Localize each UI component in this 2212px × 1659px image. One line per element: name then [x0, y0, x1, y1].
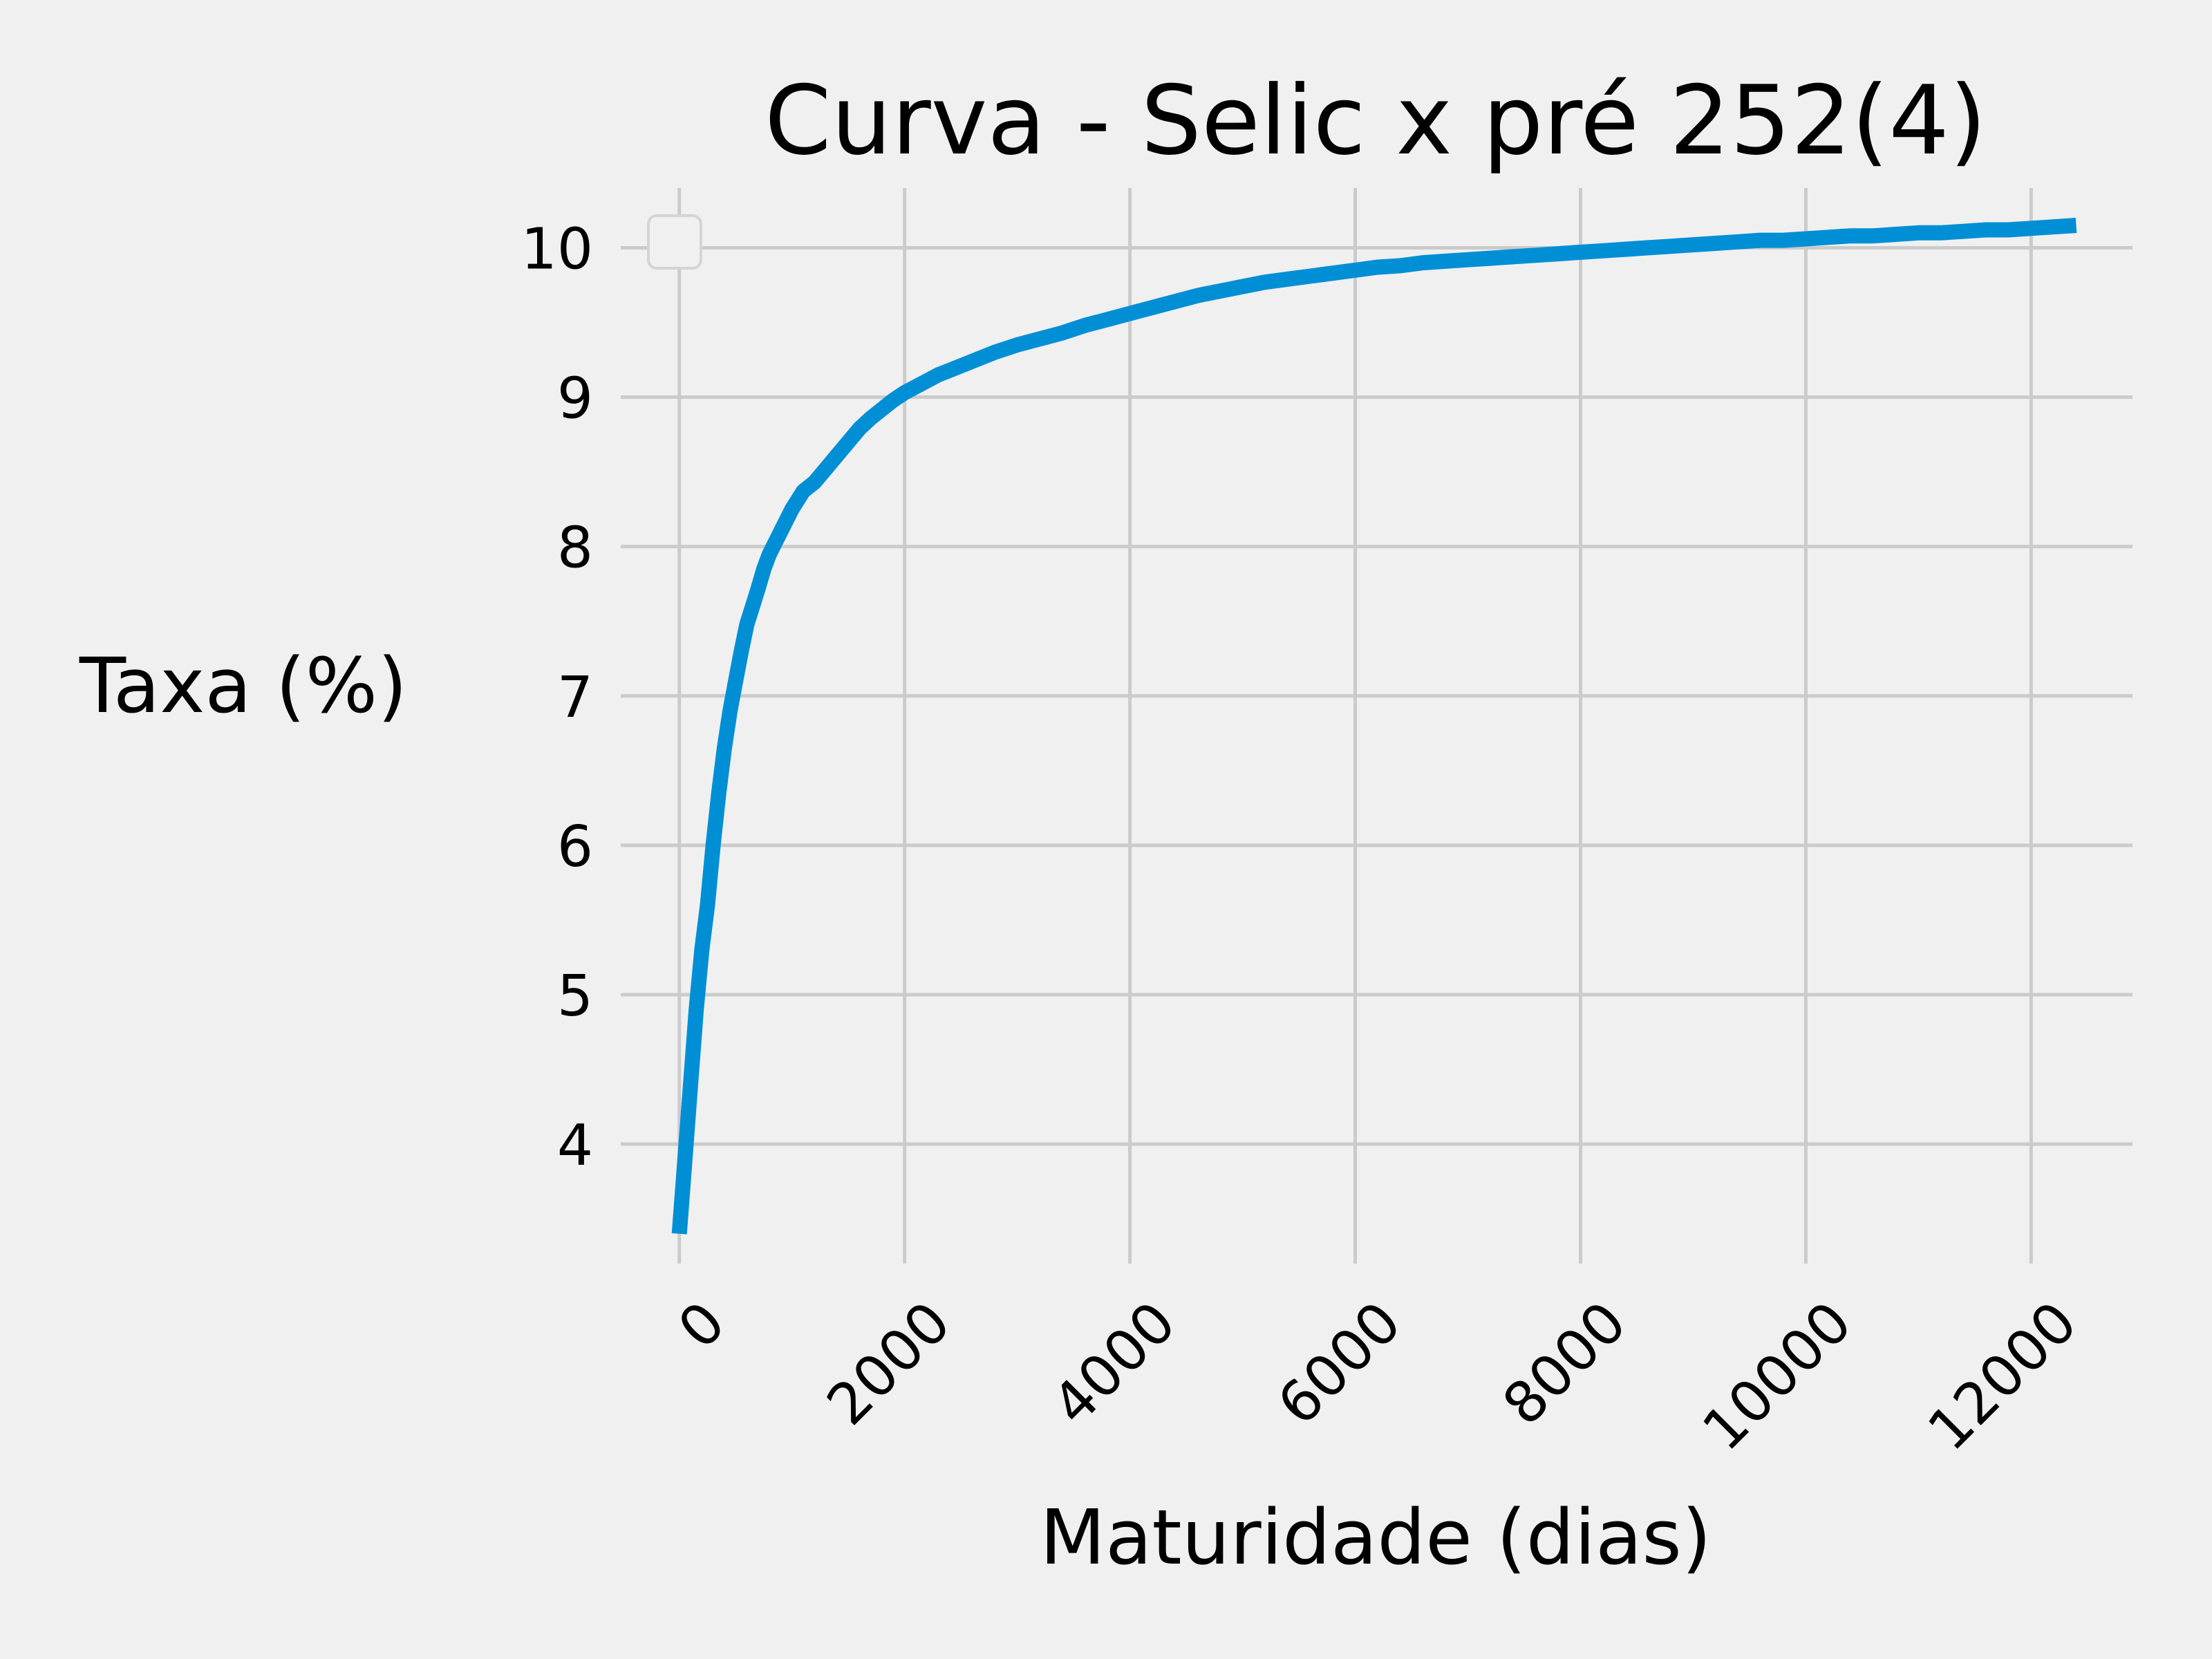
y-tick-label: 6 [557, 814, 593, 880]
chart-title: Curva - Selic x pré 252(4) [765, 65, 1987, 176]
y-tick-label: 7 [557, 665, 593, 731]
y-tick-label: 8 [557, 516, 593, 581]
legend [647, 214, 702, 270]
series-line-0 [671, 218, 2077, 1235]
x-axis-label: Maturidade (dias) [1040, 1493, 1712, 1582]
series-group [671, 218, 2077, 1235]
y-tick-label: 5 [557, 964, 593, 1029]
y-tick-label: 10 [521, 216, 593, 282]
y-tick-label: 4 [557, 1113, 593, 1179]
y-axis-label: Taxa (%) [79, 641, 407, 730]
legend-box [647, 214, 702, 270]
y-tick-label: 9 [557, 366, 593, 432]
grid [621, 188, 2133, 1264]
